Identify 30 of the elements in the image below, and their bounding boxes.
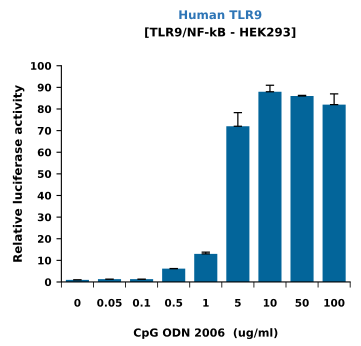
x-tick-label: 0.5 xyxy=(164,298,182,307)
y-tick-label: 90 xyxy=(38,84,52,92)
x-axis-title: CpG ODN 2006 (ug/ml) xyxy=(134,328,278,340)
y-tick-label: 80 xyxy=(38,105,52,114)
y-tick-label: 50 xyxy=(38,170,52,178)
y-tick-label: 0 xyxy=(44,278,52,286)
bar xyxy=(258,92,282,282)
x-tick-label: 5 xyxy=(235,298,241,307)
x-tick-label: 1 xyxy=(203,298,209,307)
x-tick-label: 0.1 xyxy=(132,298,150,307)
chart-title: Human TLR9 xyxy=(179,10,262,20)
bar xyxy=(162,268,186,282)
x-tick-label: 0.05 xyxy=(97,298,122,307)
y-tick-label: 10 xyxy=(38,256,52,264)
x-tick-label: 10 xyxy=(264,298,277,307)
chart-subtitle: [TLR9/NF-kB - HEK293] xyxy=(145,27,296,38)
y-tick-label: 70 xyxy=(38,126,52,135)
y-tick-label: 20 xyxy=(38,234,52,243)
bar xyxy=(226,126,250,282)
y-axis-title: Relative luciferase activity xyxy=(12,85,24,262)
y-tick-label: 30 xyxy=(38,213,52,222)
x-tick-label: 0 xyxy=(74,298,81,307)
y-tick-label: 40 xyxy=(38,192,52,200)
x-tick-label: 100 xyxy=(324,298,344,307)
y-tick-label: 60 xyxy=(38,148,52,156)
y-tick-label: 100 xyxy=(31,62,52,70)
bar xyxy=(322,104,346,282)
x-tick-label: 50 xyxy=(296,298,309,307)
bar xyxy=(194,254,218,282)
bar xyxy=(290,96,314,282)
